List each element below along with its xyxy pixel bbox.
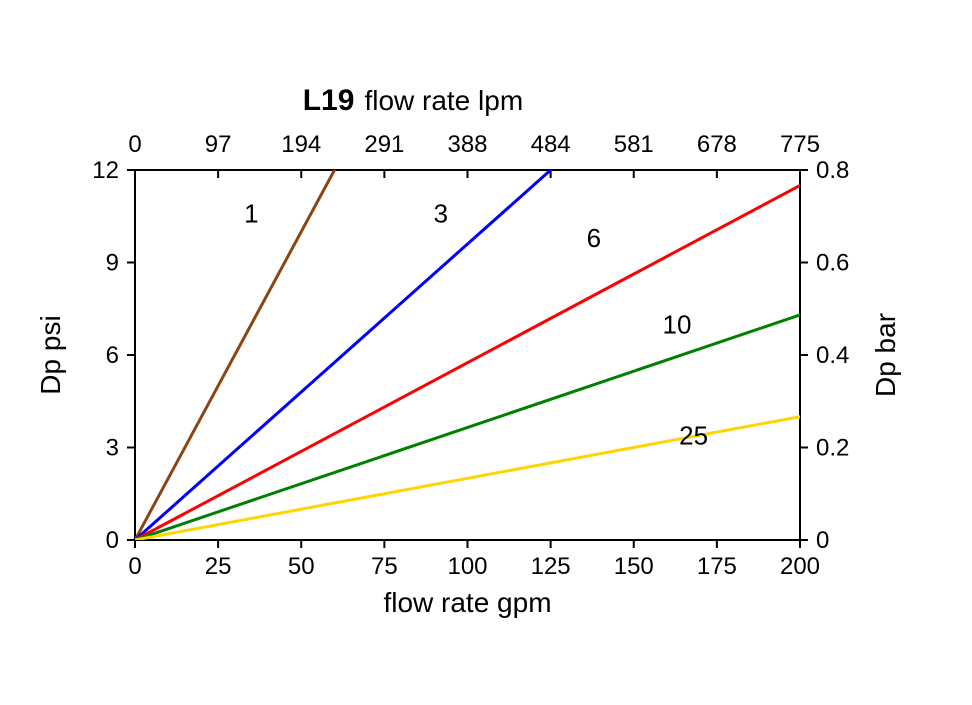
y-right-tick-label: 0.2: [816, 435, 849, 462]
x-bottom-axis-label: flow rate gpm: [383, 587, 551, 618]
series-3: [135, 170, 551, 540]
y-right-axis-label: Dp bar: [870, 313, 901, 397]
series-1: [135, 170, 335, 540]
x-bottom-tick-label: 150: [614, 553, 654, 580]
x-top-tick-label: 291: [364, 131, 404, 158]
x-bottom-tick-label: 200: [780, 553, 820, 580]
y-right-tick-label: 0.4: [816, 342, 849, 369]
y-left-tick-label: 0: [106, 527, 119, 554]
x-bottom-tick-label: 100: [447, 553, 487, 580]
x-top-tick-label: 194: [281, 131, 321, 158]
chart-title: flow rate lpm: [364, 85, 523, 116]
series-label-10: 10: [663, 309, 692, 339]
x-bottom-tick-label: 50: [288, 553, 315, 580]
series-label-25: 25: [679, 420, 708, 450]
chart-container: L19flow rate lpm 0255075100125150175200f…: [0, 0, 972, 705]
series-label-6: 6: [587, 223, 601, 253]
y-left-tick-label: 3: [106, 435, 119, 462]
x-bottom-tick-label: 125: [531, 553, 571, 580]
x-top-tick-label: 388: [447, 131, 487, 158]
x-bottom-tick-label: 175: [697, 553, 737, 580]
y-right-tick-label: 0.8: [816, 157, 849, 184]
y-left-axis-label: Dp psi: [35, 315, 66, 394]
x-top-tick-label: 97: [205, 131, 232, 158]
x-top-tick-label: 0: [128, 131, 141, 158]
x-bottom-tick-label: 0: [128, 553, 141, 580]
x-top-tick-label: 775: [780, 131, 820, 158]
x-top-tick-label: 678: [697, 131, 737, 158]
y-right-tick-label: 0: [816, 527, 829, 554]
series-label-3: 3: [434, 198, 448, 228]
x-bottom-tick-label: 75: [371, 553, 398, 580]
x-bottom-tick-label: 25: [205, 553, 232, 580]
y-left-tick-label: 6: [106, 342, 119, 369]
x-top-tick-label: 484: [531, 131, 571, 158]
series-label-1: 1: [244, 198, 258, 228]
y-left-tick-label: 12: [92, 157, 119, 184]
y-right-tick-label: 0.6: [816, 250, 849, 277]
flow-rate-chart: L19flow rate lpm 0255075100125150175200f…: [0, 0, 972, 705]
series-6: [135, 185, 800, 540]
x-top-tick-label: 581: [614, 131, 654, 158]
chart-title-bold: L19: [303, 84, 355, 117]
y-left-tick-label: 9: [106, 250, 119, 277]
